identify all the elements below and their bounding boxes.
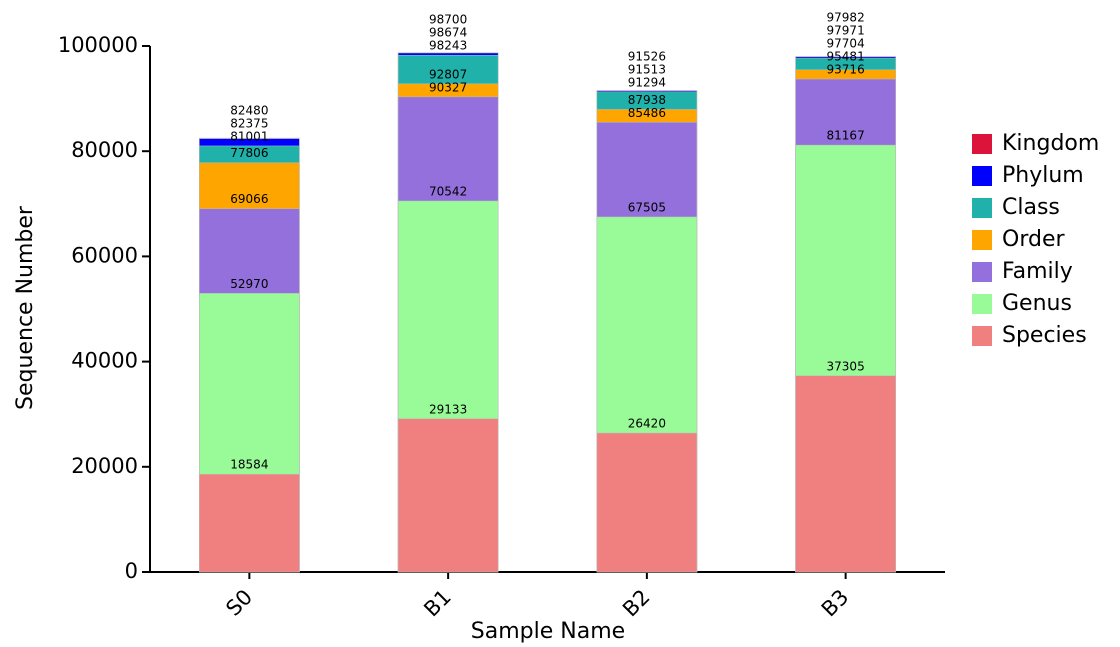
legend-swatch bbox=[972, 262, 992, 282]
y-tick-label: 60000 bbox=[71, 243, 138, 267]
legend-swatch bbox=[972, 166, 992, 186]
value-label: 82480 bbox=[230, 103, 268, 117]
legend-swatch bbox=[972, 326, 992, 346]
y-tick-label: 80000 bbox=[71, 138, 138, 162]
bar-segment bbox=[795, 375, 896, 573]
value-label: 98243 bbox=[429, 39, 467, 53]
bar-segment bbox=[199, 473, 300, 573]
value-label: 97704 bbox=[827, 37, 865, 51]
value-label: 92807 bbox=[429, 67, 467, 81]
value-label: 98700 bbox=[429, 13, 467, 27]
value-label: 87938 bbox=[628, 93, 666, 107]
legend-swatch bbox=[972, 134, 992, 154]
value-label: 91294 bbox=[628, 75, 666, 89]
x-tick-label: B3 bbox=[817, 585, 854, 622]
value-label: 90327 bbox=[429, 80, 467, 94]
y-tick-label: 40000 bbox=[71, 349, 138, 373]
value-label: 52970 bbox=[230, 277, 268, 291]
y-tick-label: 20000 bbox=[71, 454, 138, 478]
value-label: 97971 bbox=[827, 24, 865, 38]
value-label: 69066 bbox=[230, 192, 268, 206]
legend-swatch bbox=[972, 198, 992, 218]
legend-label: Species bbox=[1002, 323, 1087, 348]
x-tick-label: S0 bbox=[221, 585, 257, 621]
legend-swatch bbox=[972, 230, 992, 250]
y-tick-label: 0 bbox=[125, 559, 138, 583]
value-label: 93716 bbox=[827, 63, 865, 77]
value-label: 91526 bbox=[628, 49, 666, 63]
value-label: 82375 bbox=[230, 116, 268, 130]
value-label: 18584 bbox=[230, 458, 268, 472]
bar-segment bbox=[397, 418, 499, 573]
value-label: 26420 bbox=[628, 417, 666, 431]
legend-label: Kingdom bbox=[1002, 131, 1099, 156]
value-label: 95481 bbox=[827, 50, 865, 64]
value-label: 37305 bbox=[827, 359, 865, 373]
y-axis-title: Sequence Number bbox=[13, 205, 38, 410]
value-label: 91513 bbox=[628, 62, 666, 76]
x-axis-title: Sample Name bbox=[471, 619, 625, 644]
value-label: 97982 bbox=[827, 11, 865, 25]
legend-label: Order bbox=[1002, 227, 1065, 252]
value-label: 70542 bbox=[429, 184, 467, 198]
legend-label: Class bbox=[1002, 195, 1060, 220]
value-label: 29133 bbox=[429, 402, 467, 416]
value-label: 67505 bbox=[628, 200, 666, 214]
x-tick-label: B2 bbox=[618, 585, 655, 622]
value-label: 98674 bbox=[429, 26, 467, 40]
y-tick-label: 100000 bbox=[58, 33, 138, 57]
x-tick-label: B1 bbox=[419, 585, 456, 622]
value-label: 81167 bbox=[827, 129, 865, 143]
value-label: 77806 bbox=[230, 146, 268, 160]
legend-label: Family bbox=[1002, 259, 1073, 284]
value-label: 85486 bbox=[628, 106, 666, 120]
legend-swatch bbox=[972, 294, 992, 314]
value-label: 81001 bbox=[230, 129, 268, 143]
bar-segment bbox=[596, 432, 698, 573]
legend-label: Phylum bbox=[1002, 163, 1084, 188]
legend-label: Genus bbox=[1002, 291, 1072, 316]
